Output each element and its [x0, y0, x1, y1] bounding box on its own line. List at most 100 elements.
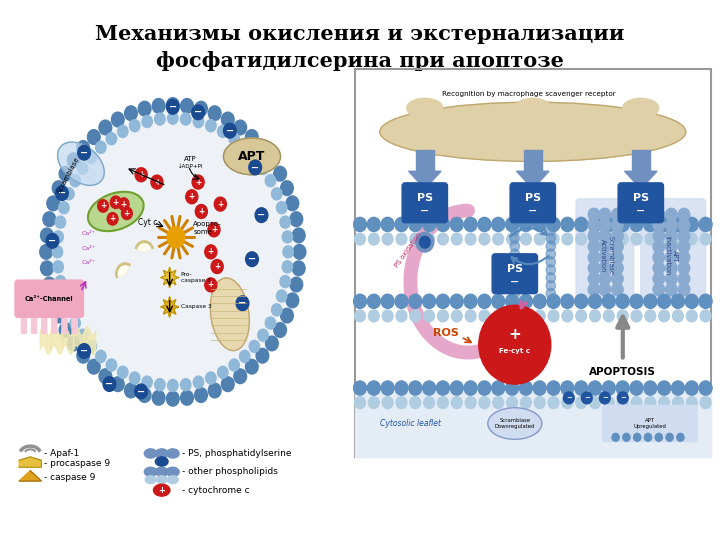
Circle shape [208, 223, 220, 237]
Circle shape [546, 225, 555, 235]
Circle shape [281, 181, 293, 195]
Ellipse shape [623, 98, 659, 118]
Circle shape [208, 106, 221, 120]
Circle shape [166, 467, 179, 476]
Circle shape [217, 366, 228, 379]
Circle shape [599, 230, 611, 242]
Circle shape [166, 99, 179, 114]
Circle shape [699, 381, 712, 395]
Circle shape [665, 273, 677, 285]
FancyBboxPatch shape [32, 313, 37, 333]
Circle shape [410, 233, 420, 245]
FancyBboxPatch shape [641, 199, 706, 305]
Text: - other phospholipids: - other phospholipids [182, 467, 278, 476]
Circle shape [78, 145, 91, 160]
Circle shape [68, 153, 80, 167]
Circle shape [534, 218, 546, 232]
Circle shape [59, 201, 69, 214]
Circle shape [99, 369, 112, 383]
Circle shape [451, 310, 462, 322]
Circle shape [280, 275, 290, 288]
Circle shape [599, 251, 611, 264]
Text: −: − [105, 379, 114, 389]
Circle shape [575, 381, 588, 395]
Circle shape [47, 196, 60, 211]
Circle shape [548, 397, 559, 409]
Text: +: + [109, 214, 116, 224]
Circle shape [521, 310, 531, 322]
FancyBboxPatch shape [402, 183, 448, 222]
Circle shape [653, 208, 665, 221]
Circle shape [240, 141, 250, 153]
Circle shape [208, 383, 221, 398]
Circle shape [107, 213, 118, 225]
Circle shape [677, 434, 684, 441]
Circle shape [53, 231, 63, 243]
Circle shape [659, 310, 670, 322]
Circle shape [229, 359, 239, 371]
Circle shape [505, 381, 518, 395]
Circle shape [271, 304, 282, 316]
Polygon shape [516, 171, 549, 189]
Circle shape [611, 251, 623, 264]
Circle shape [438, 233, 449, 245]
Circle shape [464, 218, 477, 232]
FancyBboxPatch shape [416, 150, 433, 171]
Text: −: − [80, 346, 88, 356]
Circle shape [465, 310, 476, 322]
Circle shape [229, 133, 239, 145]
Circle shape [588, 230, 600, 242]
Text: PS oxidation: PS oxidation [395, 232, 423, 268]
Circle shape [118, 198, 129, 211]
Circle shape [465, 233, 476, 245]
Text: −: − [238, 298, 246, 308]
Circle shape [599, 283, 611, 296]
Circle shape [478, 218, 491, 232]
Circle shape [130, 120, 140, 132]
Circle shape [222, 112, 234, 127]
Circle shape [156, 476, 167, 483]
Circle shape [96, 141, 106, 153]
Polygon shape [19, 471, 41, 481]
Circle shape [107, 133, 117, 145]
Text: Recognition by macrophage scavenger receptor: Recognition by macrophage scavenger rece… [442, 91, 616, 97]
Circle shape [59, 166, 72, 181]
Circle shape [369, 310, 379, 322]
Text: Механизмы окисления и экстернализации: Механизмы окисления и экстернализации [95, 24, 625, 44]
Circle shape [286, 293, 299, 308]
Circle shape [492, 218, 505, 232]
Circle shape [166, 392, 179, 406]
Circle shape [590, 397, 600, 409]
Text: Cytosolic leaflet: Cytosolic leaflet [380, 419, 441, 428]
Circle shape [678, 230, 690, 242]
Text: PS: PS [633, 193, 649, 203]
Circle shape [156, 457, 168, 466]
Circle shape [546, 273, 555, 283]
Circle shape [630, 294, 643, 308]
Circle shape [193, 376, 204, 388]
Circle shape [492, 294, 505, 308]
Circle shape [631, 397, 642, 409]
Text: APT
Upregulated: APT Upregulated [634, 418, 666, 429]
Circle shape [623, 434, 630, 441]
Circle shape [665, 240, 677, 253]
Circle shape [678, 240, 690, 253]
Circle shape [666, 434, 673, 441]
Circle shape [168, 112, 178, 124]
Circle shape [43, 212, 55, 226]
Circle shape [599, 208, 611, 221]
Circle shape [416, 232, 433, 252]
Text: - Apaf-1: - Apaf-1 [45, 449, 80, 458]
Circle shape [493, 310, 504, 322]
Circle shape [255, 208, 268, 222]
Circle shape [276, 201, 287, 214]
Text: APOPTOSIS: APOPTOSIS [590, 367, 656, 377]
Text: +: + [112, 198, 119, 207]
Circle shape [510, 233, 519, 244]
Circle shape [699, 218, 712, 232]
Circle shape [678, 273, 690, 285]
Circle shape [603, 381, 616, 395]
Circle shape [292, 261, 305, 275]
Circle shape [355, 310, 365, 322]
Text: ROS: ROS [433, 328, 459, 338]
